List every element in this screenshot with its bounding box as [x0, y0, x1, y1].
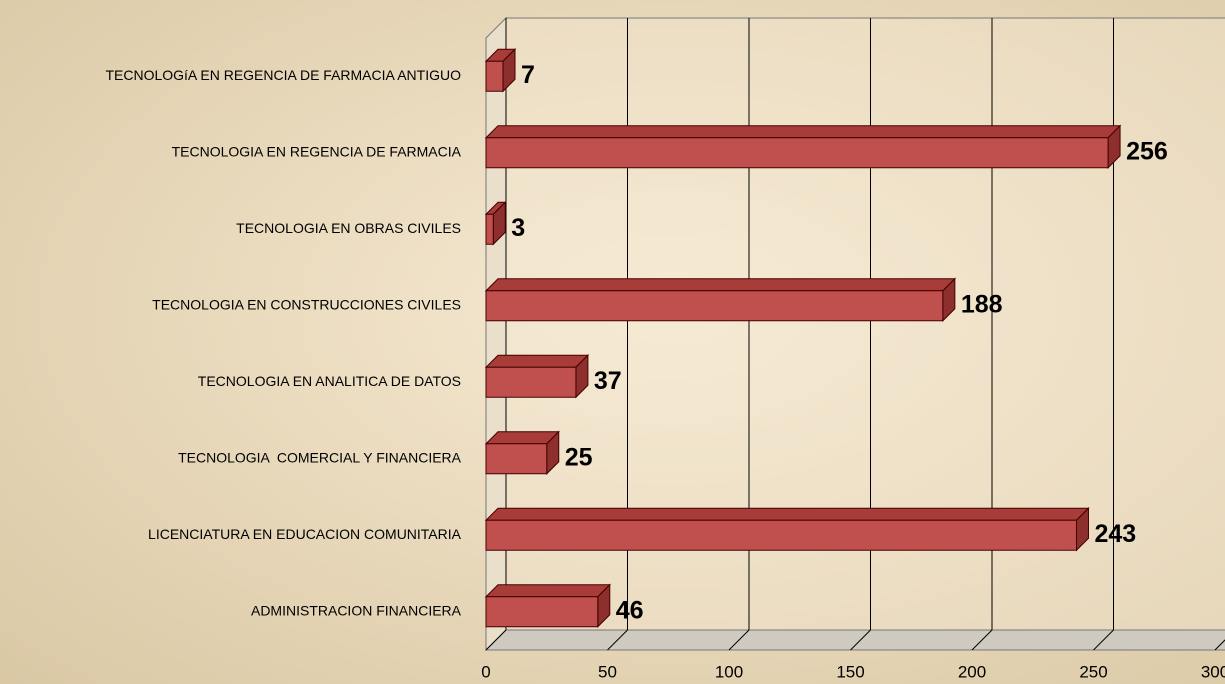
bar	[485, 596, 599, 628]
floor	[484, 629, 1225, 651]
data-label: 3	[511, 214, 525, 242]
x-tick-label: 50	[598, 662, 617, 681]
bar-top	[484, 278, 957, 292]
bar	[485, 290, 944, 322]
x-tick-label: 250	[1079, 662, 1107, 681]
x-tick-label: 150	[836, 662, 864, 681]
bar	[485, 213, 494, 245]
data-label: 188	[961, 290, 1003, 318]
grid-line	[485, 629, 507, 651]
grid-line	[1093, 629, 1114, 651]
y-tick-label: TECNOLOGíA EN REGENCIA DE FARMACIA ANTIG…	[105, 67, 461, 83]
data-label: 7	[521, 61, 535, 89]
grid-line	[728, 629, 750, 651]
y-tick-label: ADMINISTRACION FINANCIERA	[251, 602, 462, 618]
bar	[485, 137, 1109, 169]
bar	[485, 443, 548, 475]
bar	[485, 519, 1077, 551]
y-tick-label: TECNOLOGIA EN OBRAS CIVILES	[236, 220, 461, 236]
data-label: 25	[565, 443, 593, 471]
x-tick-label: 300	[1201, 662, 1225, 681]
x-tick-label: 200	[958, 662, 986, 681]
data-label: 256	[1126, 137, 1168, 165]
x-tick-label: 0	[481, 662, 490, 681]
data-label: 243	[1094, 520, 1136, 548]
bar	[485, 366, 577, 398]
bar-top	[484, 431, 560, 445]
y-tick-label: TECNOLOGIA EN REGENCIA DE FARMACIA	[172, 143, 462, 159]
y-tick-label: LICENCIATURA EN EDUCACION COMUNITARIA	[148, 526, 462, 542]
x-tick-label: 100	[715, 662, 743, 681]
y-tick-label: TECNOLOGIA COMERCIAL Y FINANCIERA	[178, 449, 462, 465]
bar-top	[484, 354, 590, 368]
y-tick-label: TECNOLOGIA EN ANALITICA DE DATOS	[198, 373, 461, 389]
bar-top	[484, 584, 611, 598]
data-label: 46	[616, 596, 644, 624]
bar-top	[484, 125, 1122, 139]
data-label: 37	[594, 367, 622, 395]
grid-line	[971, 629, 993, 651]
bar-top	[484, 507, 1090, 521]
side-wall	[485, 16, 507, 652]
grid-line	[850, 629, 871, 651]
bar	[485, 60, 504, 92]
y-tick-label: TECNOLOGIA EN CONSTRUCCIONES CIVILES	[152, 296, 461, 312]
grid-line	[1214, 639, 1225, 651]
grid-line	[607, 629, 628, 651]
